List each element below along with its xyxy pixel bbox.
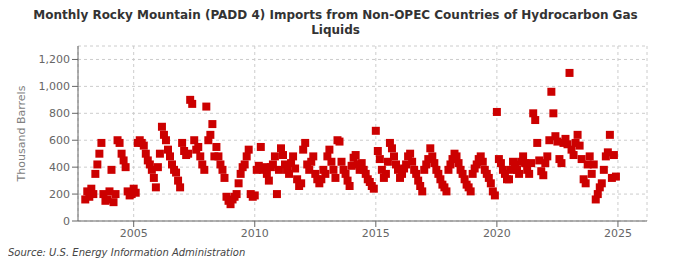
svg-text:800: 800	[49, 107, 70, 120]
html-text:Liquids: Liquids	[311, 23, 360, 37]
svg-text:Thousand Barrels: Thousand Barrels	[15, 85, 28, 182]
svg-text:2010: 2010	[241, 227, 269, 240]
svg-text:600: 600	[49, 134, 70, 147]
svg-text:2025: 2025	[604, 227, 632, 240]
svg-text:0: 0	[63, 215, 70, 228]
svg-text:1,200: 1,200	[39, 53, 71, 66]
svg-text:2015: 2015	[362, 227, 390, 240]
svg-text:2020: 2020	[483, 227, 511, 240]
html-text:Source: U.S. Energy Informatio: Source: U.S. Energy Information Administ…	[8, 247, 246, 258]
html-text:Monthly Rocky Mountain (PADD 4: Monthly Rocky Mountain (PADD 4) Imports …	[33, 8, 638, 22]
svg-text:1,000: 1,000	[39, 80, 71, 93]
svg-text:2005: 2005	[120, 227, 148, 240]
svg-text:200: 200	[49, 188, 70, 201]
svg-text:400: 400	[49, 161, 70, 174]
